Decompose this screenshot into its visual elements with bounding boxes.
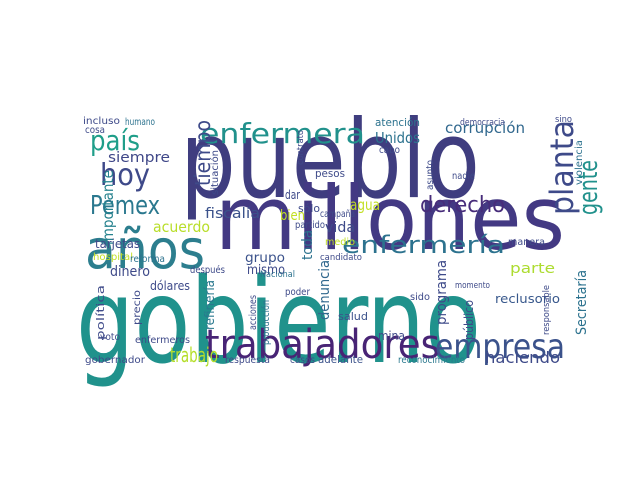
- word: público: [462, 300, 476, 340]
- word: democracia: [460, 118, 505, 128]
- word: contrato: [296, 130, 306, 165]
- word: gobernador: [85, 355, 146, 366]
- word: sólo: [298, 202, 320, 215]
- word: años: [85, 218, 205, 281]
- word: hospital: [93, 252, 133, 263]
- word: siempre: [108, 150, 170, 166]
- word: Pemex: [90, 191, 160, 221]
- word: mismo: [247, 263, 285, 278]
- word: casos: [290, 355, 315, 366]
- word: campaña: [320, 209, 355, 220]
- word: acciones: [248, 295, 259, 330]
- word: acuerdo: [153, 218, 210, 236]
- word: trabajadores: [205, 322, 440, 368]
- word: producción: [260, 300, 272, 345]
- word: dólares: [150, 279, 190, 293]
- word: incluso: [83, 116, 120, 127]
- word: corrupción: [445, 119, 525, 137]
- word: hoy: [100, 158, 150, 193]
- word: Secretaría: [574, 270, 590, 335]
- word: cabo: [379, 145, 400, 156]
- word: salud: [338, 310, 368, 323]
- word: fiscalía: [205, 206, 260, 222]
- word: cosa: [85, 125, 105, 136]
- word: país: [90, 124, 140, 157]
- word: agua: [350, 196, 380, 214]
- word: reclusorio: [495, 292, 560, 306]
- word: grupo: [245, 251, 285, 266]
- word: responsable: [542, 285, 552, 335]
- word: empresa: [435, 327, 565, 367]
- word: asunto: [425, 160, 436, 190]
- word: situación: [209, 150, 221, 195]
- word: derecho: [420, 193, 505, 218]
- word: manera: [508, 237, 545, 248]
- word: política: [94, 285, 107, 340]
- word: después: [190, 264, 225, 276]
- word: candidato: [320, 253, 362, 263]
- word: refinería: [203, 280, 218, 330]
- word: adelante: [318, 353, 363, 366]
- word: pesos: [315, 167, 345, 180]
- word: medio: [325, 237, 355, 248]
- word: pueblo: [180, 98, 480, 223]
- word: partido: [295, 220, 325, 231]
- word: reforma: [130, 254, 165, 265]
- word: dinero: [110, 264, 150, 280]
- word: dar: [285, 188, 300, 202]
- word: gobierno: [76, 252, 481, 390]
- word: precio: [132, 290, 143, 325]
- word: bien: [280, 208, 305, 224]
- word: Nacional: [260, 270, 295, 280]
- word: millones: [215, 167, 565, 270]
- word: nadie: [452, 171, 475, 182]
- word: tarjetas: [95, 237, 140, 251]
- word: enfermeros: [135, 335, 190, 346]
- word: vida: [325, 220, 355, 236]
- word: programa: [434, 260, 450, 325]
- word: haciendo: [485, 348, 560, 367]
- word: enfermería: [342, 231, 505, 259]
- word: sido: [410, 292, 430, 303]
- word: trabajo: [170, 343, 218, 367]
- word: toda: [300, 230, 316, 260]
- word: atención: [375, 116, 420, 129]
- word: respuesta: [225, 355, 270, 366]
- word: sino: [555, 115, 572, 125]
- word: denuncia: [317, 260, 333, 320]
- word: voto: [100, 332, 120, 343]
- word: importante: [99, 170, 117, 245]
- word: violencia: [574, 140, 585, 185]
- word: mina: [378, 329, 405, 343]
- word: parte: [510, 261, 555, 277]
- word: momento: [455, 281, 490, 291]
- word: planta: [543, 120, 581, 215]
- word: poder: [285, 287, 311, 298]
- word: enfermera: [200, 117, 365, 150]
- word: gente: [574, 160, 604, 215]
- word: tiempo: [191, 120, 215, 186]
- word: reconocimiento: [398, 355, 465, 366]
- word: Unidos: [375, 129, 420, 147]
- word: humano: [125, 117, 155, 128]
